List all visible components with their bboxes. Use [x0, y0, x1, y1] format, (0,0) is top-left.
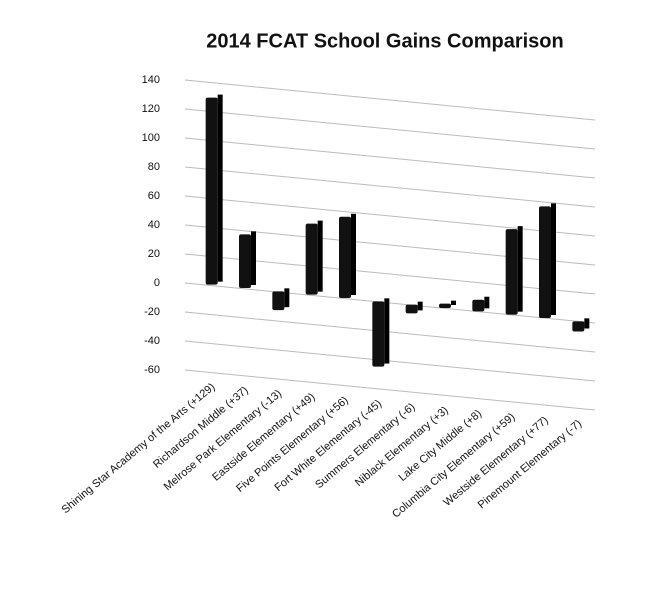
bar-side	[351, 213, 356, 295]
bar	[405, 304, 418, 314]
grid-line	[184, 166, 596, 208]
bar-side	[384, 298, 390, 364]
bar	[505, 229, 518, 315]
bar	[305, 223, 318, 295]
bar	[339, 216, 351, 298]
bar	[472, 299, 485, 312]
y-tick-label: -60	[144, 364, 160, 376]
y-tick-label: 100	[142, 132, 160, 144]
bar	[272, 291, 285, 311]
y-tick-label: 0	[154, 277, 160, 289]
y-tick-label: 120	[142, 103, 160, 115]
y-tick-label: 40	[148, 219, 160, 231]
y-tick-label: 140	[142, 74, 160, 86]
bar-side	[284, 288, 290, 308]
grid-line	[184, 137, 596, 179]
grid-line	[184, 108, 596, 150]
bar	[572, 321, 585, 332]
grid-line	[184, 369, 596, 411]
grid-line	[184, 282, 596, 324]
bar-side	[584, 318, 590, 329]
bar-side	[451, 300, 456, 305]
bar	[372, 301, 385, 367]
grid-line	[184, 79, 596, 121]
bar	[205, 97, 218, 285]
bar-side	[317, 220, 323, 292]
y-tick-label: -20	[144, 306, 160, 318]
grid-line	[184, 340, 596, 382]
bar-side	[484, 296, 490, 309]
bar-side	[251, 231, 256, 285]
y-tick-label: 60	[148, 190, 160, 202]
bar	[439, 303, 451, 308]
y-tick-label: -40	[144, 335, 160, 347]
grid-line	[184, 195, 596, 237]
chart-title: 2014 FCAT School Gains Comparison	[206, 30, 563, 52]
bar-side	[517, 226, 523, 312]
grid-line	[184, 311, 596, 353]
bar-side	[417, 301, 423, 311]
bar	[539, 206, 551, 318]
bar-side	[217, 94, 223, 282]
y-tick-label: 20	[148, 248, 160, 260]
x-tick-label: Shining Star Academy of the Arts (+129)	[60, 381, 218, 516]
bar-side	[551, 203, 556, 315]
bar	[239, 234, 251, 288]
y-tick-label: 80	[148, 161, 160, 173]
